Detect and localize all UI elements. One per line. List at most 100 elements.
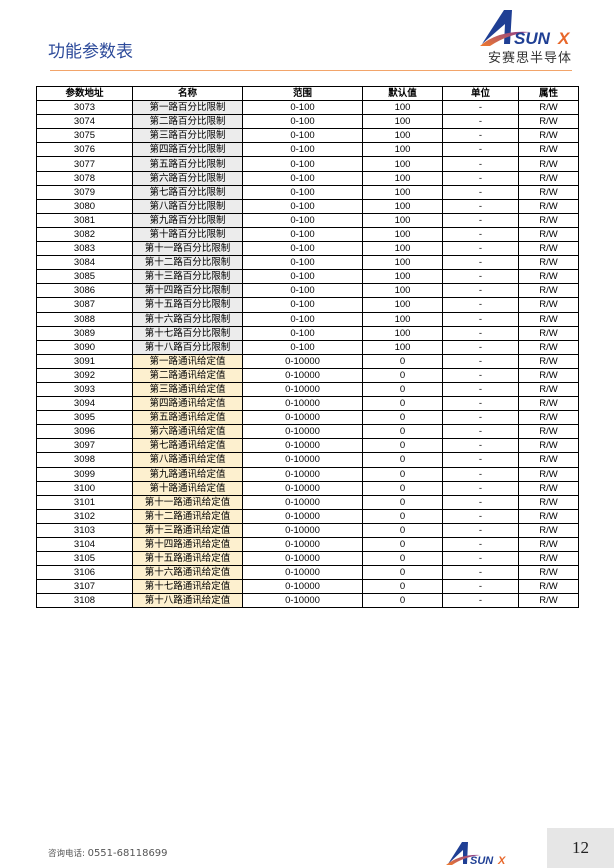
range-cell: 0-10000 <box>242 396 363 412</box>
default-cell: 100 <box>362 142 443 158</box>
default-cell: 0 <box>362 579 443 595</box>
default-cell: 0 <box>362 480 443 496</box>
default-cell: 0 <box>362 410 443 426</box>
name-cell: 第十六路通讯给定值 <box>132 565 243 581</box>
name-cell: 第十三路百分比限制 <box>132 269 243 285</box>
access-cell: R/W <box>518 396 579 412</box>
table-row: 3077 第五路百分比限制 0-100 100- R/W <box>36 156 579 172</box>
unit-cell: - <box>442 480 519 496</box>
range-cell: 0-10000 <box>242 438 363 454</box>
name-cell: 第五路百分比限制 <box>132 156 243 172</box>
table-row: 3104 第十四路通讯给定值 0-10000 0- R/W <box>36 536 579 553</box>
svg-text:SUN: SUN <box>514 29 551 48</box>
table-row: 3096 第六路通讯给定值 0-10000 0- R/W <box>36 424 579 440</box>
address-cell: 3074 <box>36 114 133 130</box>
unit-cell: - <box>442 339 519 355</box>
range-cell: 0-10000 <box>242 508 363 524</box>
default-cell: 0 <box>362 536 443 553</box>
access-cell: R/W <box>518 536 579 553</box>
range-cell: 0-100 <box>242 184 363 200</box>
svg-text:X: X <box>557 29 571 48</box>
default-cell: 100 <box>362 297 443 313</box>
table-row: 3085 第十三路百分比限制 0-100 100- R/W <box>36 269 579 285</box>
unit-cell: - <box>442 494 519 510</box>
table-row: 3075 第三路百分比限制 0-100 100- R/W <box>36 128 579 144</box>
name-cell: 第九路通讯给定值 <box>132 466 243 482</box>
address-cell: 3099 <box>36 466 133 482</box>
name-cell: 第九路百分比限制 <box>132 212 243 228</box>
table-row: 3083 第十一路百分比限制 0-100 100- R/W <box>36 241 579 257</box>
access-cell: R/W <box>518 142 579 158</box>
access-cell: R/W <box>518 311 579 327</box>
access-cell: R/W <box>518 241 579 257</box>
range-cell: 0-100 <box>242 198 363 214</box>
access-cell: R/W <box>518 551 579 567</box>
default-cell: 0 <box>362 551 443 567</box>
unit-cell: - <box>442 311 519 327</box>
range-cell: 0-100 <box>242 269 363 285</box>
table-row: 3095 第五路通讯给定值 0-10000 0- R/W <box>36 410 579 426</box>
range-cell: 0-100 <box>242 142 363 158</box>
address-cell: 3083 <box>36 241 133 257</box>
table-row: 3080 第八路百分比限制 0-100 100- R/W <box>36 198 579 214</box>
unit-cell: - <box>442 579 519 595</box>
unit-cell: - <box>442 438 519 454</box>
column-header: 单位 <box>442 85 519 102</box>
table-row: 3102 第十二路通讯给定值 0-10000 0- R/W <box>36 508 579 524</box>
access-cell: R/W <box>518 593 579 609</box>
unit-cell: - <box>442 508 519 524</box>
name-cell: 第十三路通讯给定值 <box>132 522 243 539</box>
unit-cell: - <box>442 396 519 412</box>
name-cell: 第十七路通讯给定值 <box>132 579 243 595</box>
address-cell: 3076 <box>36 142 133 158</box>
name-cell: 第十七路百分比限制 <box>132 325 243 341</box>
table-row: 3079 第七路百分比限制 0-100 100- R/W <box>36 184 579 200</box>
table-row: 3078 第六路百分比限制 0-100 100- R/W <box>36 170 579 186</box>
name-cell: 第三路通讯给定值 <box>132 381 243 398</box>
table-row: 3088 第十六路百分比限制 0-100 100- R/W <box>36 311 579 327</box>
range-cell: 0-100 <box>242 311 363 327</box>
column-header: 参数地址 <box>36 85 133 102</box>
default-cell: 0 <box>362 494 443 510</box>
access-cell: R/W <box>518 466 579 482</box>
address-cell: 3107 <box>36 579 133 595</box>
table-row: 3097 第七路通讯给定值 0-10000 0- R/W <box>36 438 579 454</box>
default-cell: 100 <box>362 100 443 116</box>
svg-text:X: X <box>497 855 506 866</box>
address-cell: 3106 <box>36 565 133 581</box>
range-cell: 0-10000 <box>242 494 363 510</box>
access-cell: R/W <box>518 424 579 440</box>
access-cell: R/W <box>518 508 579 524</box>
range-cell: 0-10000 <box>242 565 363 581</box>
unit-cell: - <box>442 424 519 440</box>
name-cell: 第十二路百分比限制 <box>132 255 243 271</box>
name-cell: 第七路百分比限制 <box>132 184 243 200</box>
range-cell: 0-10000 <box>242 424 363 440</box>
address-cell: 3089 <box>36 325 133 341</box>
table-row: 3074 第二路百分比限制 0-100 100- R/W <box>36 114 579 130</box>
table-row: 3094 第四路通讯给定值 0-10000 0- R/W <box>36 396 579 412</box>
range-cell: 0-100 <box>242 255 363 271</box>
unit-cell: - <box>442 128 519 144</box>
unit-cell: - <box>442 255 519 271</box>
unit-cell: - <box>442 198 519 214</box>
access-cell: R/W <box>518 452 579 468</box>
address-cell: 3095 <box>36 410 133 426</box>
access-cell: R/W <box>518 114 579 130</box>
address-cell: 3104 <box>36 536 133 553</box>
range-cell: 0-100 <box>242 128 363 144</box>
table-row: 3091 第一路通讯给定值 0-10000 0- R/W <box>36 353 579 369</box>
unit-cell: - <box>442 325 519 341</box>
range-cell: 0-10000 <box>242 593 363 609</box>
address-cell: 3073 <box>36 100 133 116</box>
footer-contact: 咨询电话: 0551-68118699 <box>48 847 168 859</box>
default-cell: 0 <box>362 565 443 581</box>
default-cell: 100 <box>362 114 443 130</box>
name-cell: 第十四路百分比限制 <box>132 283 243 299</box>
access-cell: R/W <box>518 156 579 172</box>
page-number: 12 <box>547 828 614 868</box>
default-cell: 0 <box>362 367 443 383</box>
table-row: 3084 第十二路百分比限制 0-100 100- R/W <box>36 255 579 271</box>
address-cell: 3082 <box>36 226 133 243</box>
